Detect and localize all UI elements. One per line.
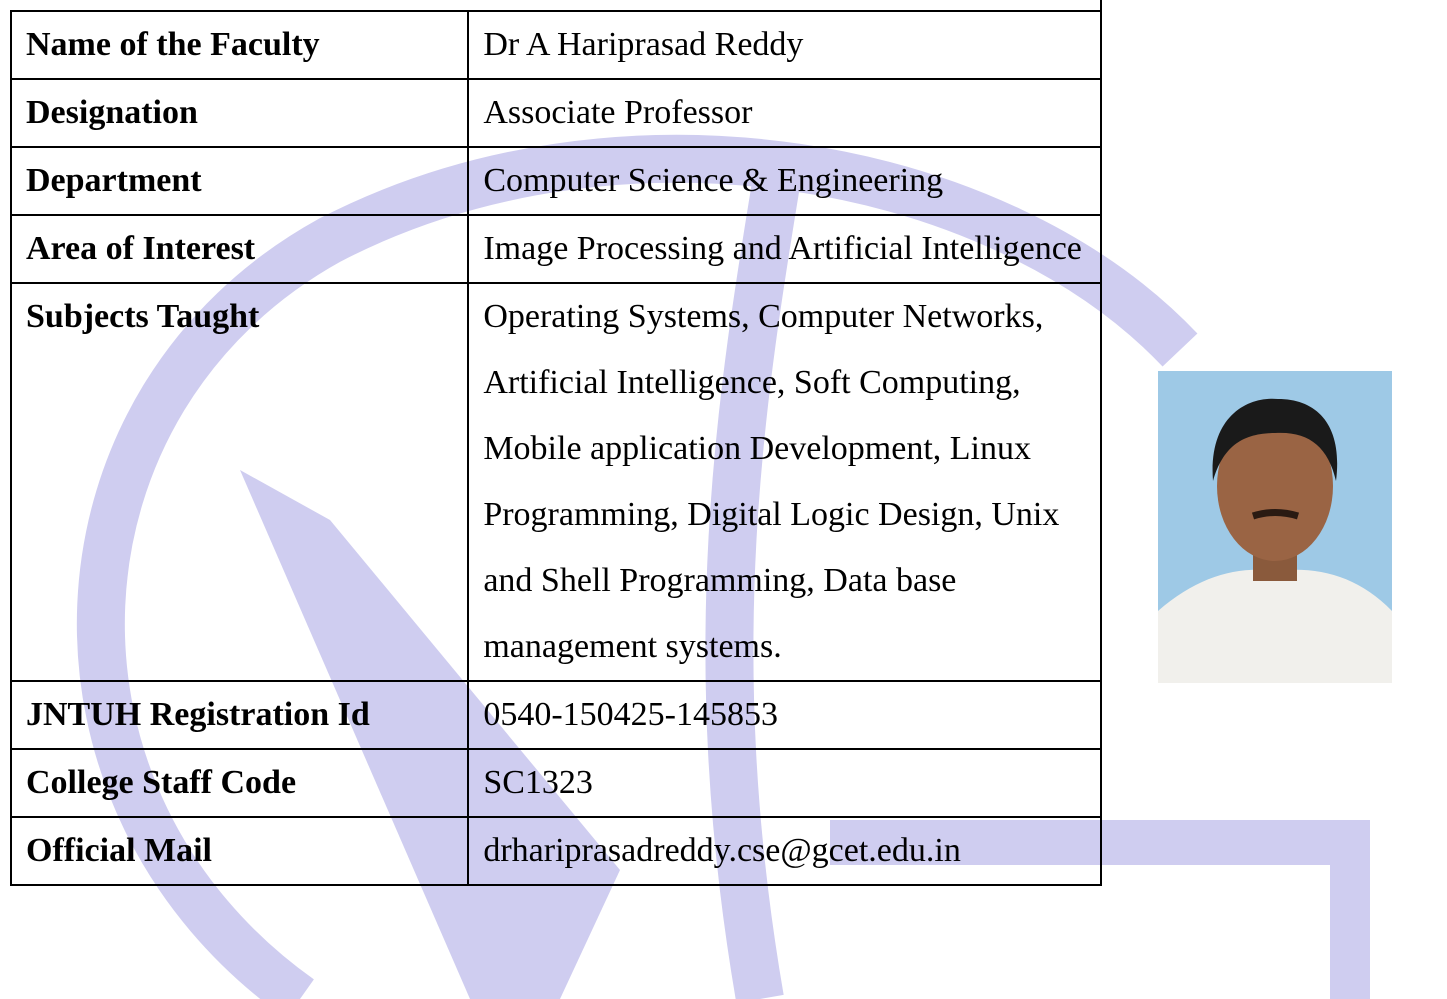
table-row: Name of the Faculty Dr A Hariprasad Reddy [9, 10, 1102, 80]
faculty-table: Name of the Faculty Dr A Hariprasad Reddy… [9, 10, 1102, 886]
table-row: JNTUH Registration Id 0540-150425-145853 [9, 680, 1102, 750]
field-label: Name of the Faculty [9, 10, 470, 80]
table-row: Official Mail drhariprasadreddy.cse@gcet.… [9, 816, 1102, 886]
field-label: Area of Interest [9, 214, 470, 284]
table-row: Designation Associate Professor [9, 78, 1102, 148]
border-edge [1100, 0, 1102, 12]
field-label: Official Mail [9, 816, 470, 886]
field-label: Designation [9, 78, 470, 148]
field-value: Image Processing and Artificial Intellig… [467, 214, 1102, 284]
field-value: Computer Science & Engineering [467, 146, 1102, 216]
photo-face [1217, 411, 1333, 561]
field-label: JNTUH Registration Id [9, 680, 470, 750]
table-row: Area of Interest Image Processing and Art… [9, 214, 1102, 284]
table-row: College Staff Code SC1323 [9, 748, 1102, 818]
table-row: Subjects Taught Operating Systems, Comput… [9, 282, 1102, 682]
photo-shirt [1158, 569, 1392, 683]
photo-hair [1212, 398, 1338, 481]
field-value: 0540-150425-145853 [467, 680, 1102, 750]
field-value: drhariprasadreddy.cse@gcet.edu.in [467, 816, 1102, 886]
faculty-photo [1158, 371, 1392, 683]
field-value: SC1323 [467, 748, 1102, 818]
field-value: Associate Professor [467, 78, 1102, 148]
field-value: Dr A Hariprasad Reddy [467, 10, 1102, 80]
photo-mustache [1251, 509, 1300, 520]
field-label: College Staff Code [9, 748, 470, 818]
field-label: Subjects Taught [9, 282, 470, 682]
table-row: Department Computer Science & Engineering [9, 146, 1102, 216]
field-label: Department [9, 146, 470, 216]
watermark-post [1330, 820, 1370, 999]
field-value: Operating Systems, Computer Networks, Ar… [467, 282, 1102, 682]
